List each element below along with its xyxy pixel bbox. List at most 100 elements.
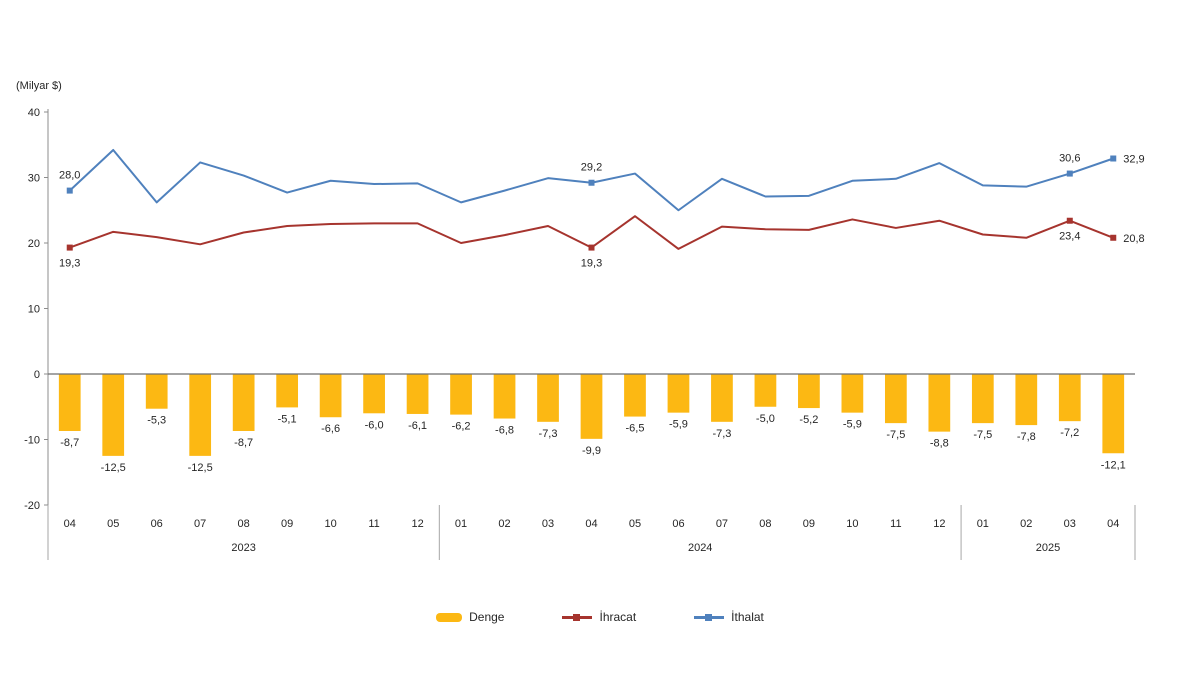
month-label: 08 [759,518,771,530]
month-label: 02 [498,518,510,530]
bar-value-label: -6,8 [495,425,514,437]
y-axis-title: (Milyar $) [16,80,62,92]
legend: Denge İhracat İthalat [0,610,1200,624]
y-tick-label: -20 [24,500,40,512]
bar-value-label: -8,7 [234,437,253,449]
ihracat-line-swatch-icon [562,613,593,622]
point-label: 32,9 [1123,154,1144,166]
ithalat-swatch-marker [705,613,713,621]
y-tick-label: 40 [28,107,40,119]
year-label: 2023 [231,542,255,554]
legend-item-ihracat: İhracat [562,610,636,624]
month-label: 01 [455,518,467,530]
bar-denge [537,374,559,422]
bar-denge [1058,374,1081,422]
bar-value-label: -9,9 [582,445,601,457]
month-label: 10 [846,518,858,530]
bar-denge [276,374,299,408]
month-label: 07 [194,518,206,530]
bar-denge [232,374,255,431]
point-label: 29,2 [581,162,602,174]
month-label: 06 [672,518,684,530]
bar-value-label: -7,5 [886,429,905,441]
legend-label-ithalat: İthalat [731,610,764,624]
bar-denge [884,374,907,424]
bar-denge [580,374,603,439]
month-label: 09 [281,518,293,530]
bar-denge [406,374,429,414]
point-label: 23,4 [1059,231,1080,243]
bar-denge [928,374,951,432]
y-tick-label: 0 [34,369,40,381]
bar-value-label: -7,3 [712,428,731,440]
month-label: 09 [803,518,815,530]
legend-item-ithalat: İthalat [694,610,764,624]
y-tick-label: 30 [28,173,40,185]
line-marker [588,179,595,186]
bar-denge [493,374,516,419]
legend-label-ihracat: İhracat [599,610,637,624]
bar-denge [667,374,690,413]
bar-value-label: -6,1 [408,420,427,432]
month-label: 08 [238,518,250,530]
bar-value-label: -5,2 [799,414,818,426]
bar-value-label: -6,2 [452,421,471,433]
line-marker [66,244,73,251]
y-tick-label: 10 [28,304,40,316]
point-label: 20,8 [1123,233,1144,245]
line-marker [66,187,73,194]
year-label: 2025 [1036,542,1060,554]
month-label: 11 [368,518,379,530]
month-label: 04 [1107,518,1119,530]
bar-value-label: -8,8 [930,438,949,450]
bar-denge [754,374,777,407]
legend-item-denge: Denge [436,610,504,624]
legend-label-denge: Denge [469,610,505,624]
bar-value-label: -12,1 [1101,459,1126,471]
point-label: 28,0 [59,170,80,182]
bar-value-label: -7,3 [539,428,558,440]
bar-denge [58,374,81,431]
bar-denge [189,374,212,456]
month-label: 01 [977,518,989,530]
ithalat-line-swatch-icon [694,613,725,622]
month-label: 04 [64,518,76,530]
line-marker [1066,170,1073,177]
bar-denge [145,374,168,409]
bar-denge [1102,374,1125,454]
month-label: 03 [542,518,554,530]
bar-value-label: -12,5 [101,462,126,474]
month-label: 06 [151,518,163,530]
bar-denge [798,374,820,409]
bar-denge [1015,374,1038,426]
month-label: 03 [1064,518,1076,530]
bar-denge [102,374,125,456]
bar-denge [841,374,864,413]
month-label: 05 [107,518,119,530]
bar-value-label: -7,8 [1017,431,1036,443]
month-label: 12 [933,518,945,530]
line-marker [1066,217,1073,224]
year-label: 2024 [688,542,712,554]
point-label: 19,3 [581,258,602,270]
bar-value-label: -8,7 [60,437,79,449]
denge-bar-swatch-icon [436,612,463,622]
point-label: 30,6 [1059,153,1080,165]
line-marker [1110,234,1117,241]
month-label: 04 [585,518,597,530]
bar-value-label: -5,1 [278,413,297,425]
y-tick-label: -10 [24,435,40,447]
bar-denge [624,374,646,417]
bar-value-label: -5,9 [669,419,688,431]
month-label: 11 [890,518,901,530]
bar-denge [711,374,733,422]
point-label: 19,3 [59,258,80,270]
bar-value-label: -6,6 [321,423,340,435]
bar-value-label: -6,0 [365,419,384,431]
month-label: 10 [324,518,336,530]
y-tick-label: 20 [28,238,40,250]
line-marker [1110,155,1117,162]
bar-denge [450,374,472,415]
bar-value-label: -6,5 [625,423,644,435]
